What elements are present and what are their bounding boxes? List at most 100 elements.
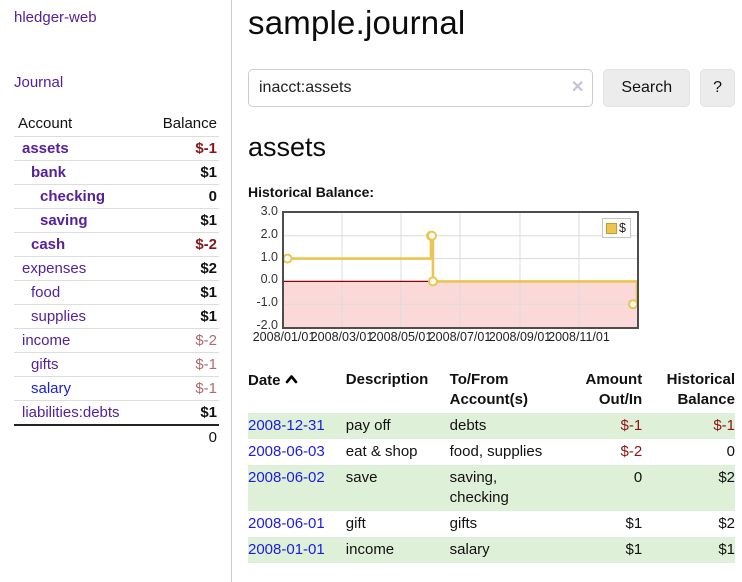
sort-ascending-icon	[285, 370, 298, 390]
account-link[interactable]: liabilities:debts	[22, 404, 120, 421]
clear-search-icon[interactable]: ✕	[570, 79, 585, 96]
y-axis-tick-label: 0.0	[260, 272, 278, 287]
transaction-description: gift	[345, 515, 366, 532]
transaction-accounts: food, supplies	[449, 443, 543, 460]
register-header-description: Description	[345, 371, 429, 388]
accounts-header-account: Account	[18, 115, 73, 132]
transaction-date-link[interactable]: 2008-06-01	[248, 515, 325, 532]
accounts-total-value: 0	[144, 424, 219, 449]
transaction-description: income	[345, 541, 395, 558]
y-axis-tick-label: 1.0	[260, 249, 278, 264]
account-balance: $1	[144, 280, 219, 305]
y-axis-tick-label: 2.0	[260, 226, 278, 241]
x-axis-tick-label: 2008/09/01	[488, 330, 552, 344]
sidebar-item-journal[interactable]: Journal	[14, 74, 64, 91]
legend-label: $	[619, 221, 626, 235]
account-link[interactable]: bank	[31, 164, 67, 181]
transaction-accounts: gifts	[449, 515, 478, 532]
search-input-wrapper: ✕	[248, 69, 594, 107]
chart-canvas	[284, 213, 637, 327]
account-row: saving $1	[14, 208, 219, 233]
historical-balance-chart: 3.0 2.0 1.0 0.0 -1.0 -2.0 $ 2008/01/01 2008/03…	[248, 204, 735, 344]
transaction-description: pay off	[345, 417, 391, 434]
account-link[interactable]: supplies	[31, 308, 87, 325]
account-link[interactable]: cash	[31, 236, 66, 253]
account-heading: assets	[248, 132, 327, 162]
account-row: checking 0	[14, 184, 219, 209]
account-link[interactable]: saving	[40, 212, 88, 229]
accounts-header-balance: Balance	[162, 115, 217, 132]
account-balance: $2	[144, 256, 219, 281]
account-link[interactable]: income	[22, 332, 71, 349]
account-link[interactable]: checking	[40, 188, 106, 205]
account-balance: $1	[144, 304, 219, 329]
account-balance: $1	[144, 400, 219, 425]
chart-title: Historical Balance:	[248, 184, 375, 200]
chart-legend: $	[602, 218, 631, 238]
sidebar: hledger-web Journal Account Balance asse…	[0, 0, 232, 582]
register-table: Date Description To/From Account(s) Amou…	[248, 367, 735, 563]
account-row: gifts $-1	[14, 352, 219, 377]
x-axis-tick-label: 2008/01/01	[252, 330, 316, 344]
search-bar: ✕ Search ?	[248, 69, 735, 107]
search-button[interactable]: Search	[603, 69, 691, 107]
transaction-balance: 0	[726, 443, 735, 460]
account-balance: $-1	[144, 136, 219, 161]
transaction-row: 2008-06-01 gift gifts $1 $2	[248, 511, 735, 537]
x-axis-tick-label: 2008/05/01	[369, 330, 433, 344]
transaction-description: eat & shop	[345, 443, 418, 460]
account-link[interactable]: salary	[31, 380, 72, 397]
account-balance: $-2	[144, 328, 219, 353]
transaction-date-link[interactable]: 2008-12-31	[248, 417, 325, 434]
transaction-row: 2008-12-31 pay off debts $-1 $-1	[248, 413, 735, 439]
account-link[interactable]: food	[31, 284, 61, 301]
main-content: sample.journal ✕ Search ? assets Histori…	[248, 0, 735, 563]
accounts-balance-table: Account Balance assets $-1 bank $1 check…	[14, 112, 219, 449]
transaction-amount: $1	[625, 515, 643, 532]
register-header-balance: Historical Balance	[666, 371, 735, 408]
transaction-balance: $-1	[713, 417, 735, 434]
y-axis-tick-label: -2.0	[256, 318, 278, 332]
account-balance: $-1	[144, 352, 219, 377]
account-row: cash $-2	[14, 232, 219, 257]
accounts-total-row: 0	[14, 424, 219, 449]
transaction-balance: $2	[718, 515, 735, 532]
register-header-date[interactable]: Date	[248, 367, 346, 413]
register-header-amount: Amount Out/In	[585, 371, 643, 408]
transaction-amount: $-1	[620, 417, 643, 434]
account-link[interactable]: assets	[22, 140, 69, 157]
transaction-row: 2008-06-02 save saving, checking 0 $2	[248, 465, 735, 511]
account-row: supplies $1	[14, 304, 219, 329]
transaction-date-link[interactable]: 2008-01-01	[248, 541, 325, 558]
account-balance: $-2	[144, 232, 219, 257]
y-axis-tick-label: 3.0	[260, 204, 278, 218]
account-link[interactable]: expenses	[22, 260, 87, 277]
transaction-date-link[interactable]: 2008-06-03	[248, 443, 325, 460]
account-balance: $-1	[144, 376, 219, 401]
account-row: income $-2	[14, 328, 219, 353]
transaction-date-link[interactable]: 2008-06-02	[248, 469, 325, 486]
app-brand-link[interactable]: hledger-web	[14, 9, 97, 26]
x-axis-tick-label: 2008/03/01	[310, 330, 374, 344]
transaction-row: 2008-06-03 eat & shop food, supplies $-2…	[248, 439, 735, 465]
transaction-accounts: saving, checking	[449, 469, 509, 506]
account-row: expenses $2	[14, 256, 219, 281]
transaction-balance: $1	[718, 541, 735, 558]
transaction-amount: $-2	[620, 443, 643, 460]
account-row: assets $-1	[14, 136, 219, 161]
account-row: food $1	[14, 280, 219, 305]
transaction-accounts: salary	[449, 541, 490, 558]
legend-swatch	[606, 222, 618, 234]
transaction-accounts: debts	[449, 417, 487, 434]
register-header-accounts: To/From Account(s)	[449, 371, 528, 408]
transaction-amount: 0	[633, 469, 643, 486]
transaction-balance: $2	[718, 469, 735, 486]
help-button[interactable]: ?	[700, 69, 735, 107]
search-input[interactable]	[248, 69, 594, 107]
account-link[interactable]: gifts	[31, 356, 59, 373]
page-title: sample.journal	[248, 4, 466, 41]
transaction-amount: $1	[625, 541, 643, 558]
account-row: bank $1	[14, 160, 219, 185]
register-header-date-label: Date	[248, 372, 281, 389]
